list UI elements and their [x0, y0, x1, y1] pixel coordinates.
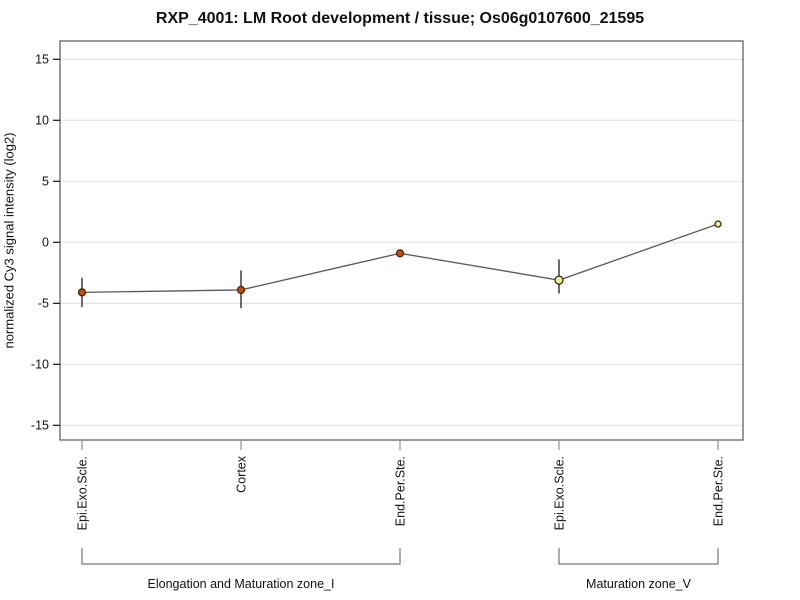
series-line — [81, 223, 719, 294]
x-tick-label: Epi.Exo.Scle. — [75, 456, 89, 530]
group-bracket — [558, 548, 719, 565]
y-tick-label: 15 — [35, 53, 49, 67]
plot-box — [59, 40, 744, 441]
group-label: Elongation and Maturation zone_I — [148, 577, 335, 591]
data-point — [554, 275, 564, 285]
x-tick-label: End.Per.Ste. — [711, 456, 725, 526]
y-tick-label: -15 — [31, 419, 49, 433]
chart-title: RXP_4001: LM Root development / tissue; … — [155, 10, 645, 27]
y-tick-label: 5 — [42, 175, 49, 189]
data-point — [395, 249, 405, 258]
x-tick-label: Epi.Exo.Scle. — [552, 456, 566, 530]
data-point — [714, 220, 722, 228]
y-tick-label: -10 — [31, 358, 49, 372]
group-bracket — [81, 548, 401, 565]
group-label: Maturation zone_V — [586, 577, 692, 591]
data-point — [236, 285, 246, 295]
y-tick-label: 10 — [35, 114, 49, 128]
data-point — [77, 288, 87, 297]
y-tick-label: -5 — [38, 297, 49, 311]
x-tick-label: End.Per.Ste. — [393, 456, 407, 526]
y-tick-label: 0 — [42, 236, 49, 250]
x-tick-label: Cortex — [234, 455, 248, 493]
